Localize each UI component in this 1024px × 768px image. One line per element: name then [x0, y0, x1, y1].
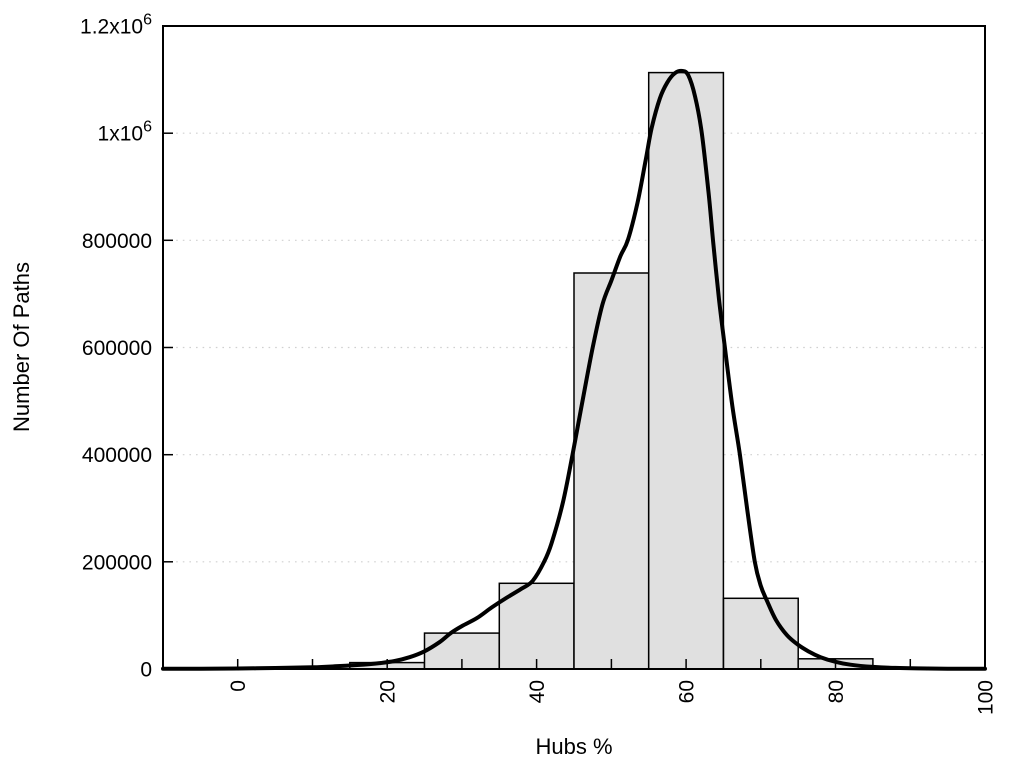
- y-tick-label: 1x106: [98, 119, 153, 146]
- y-tick-label: 800000: [82, 230, 152, 253]
- y-axis-title: Number Of Paths: [9, 262, 34, 432]
- x-axis-title: Hubs %: [535, 734, 613, 759]
- x-tick-labels: 0 20 40 60 80 100: [227, 680, 997, 715]
- x-tick-label: 80: [825, 680, 848, 703]
- x-tick-label: 0: [227, 680, 250, 692]
- histogram-bar: [573, 272, 650, 670]
- y-tick-labels: 0 200000 400000 600000 800000 1x106 1.2x106: [80, 12, 152, 682]
- fit-curve: [161, 68, 987, 671]
- x-tick-label: 60: [676, 680, 699, 703]
- histogram-bars: [349, 71, 874, 670]
- y-tick-label: 400000: [82, 444, 152, 467]
- y-ticks: [163, 25, 173, 670]
- y-tick-label: 200000: [82, 551, 152, 574]
- x-tick-label: 40: [526, 680, 549, 703]
- y-tick-label: 0: [140, 659, 152, 682]
- histogram-bar: [647, 71, 725, 670]
- y-tick-label: 1.2x106: [80, 12, 152, 39]
- y-tick-label: 600000: [82, 337, 152, 360]
- x-ticks: [236, 659, 986, 669]
- x-tick-label: 20: [377, 680, 400, 703]
- x-tick-label: 100: [975, 680, 998, 715]
